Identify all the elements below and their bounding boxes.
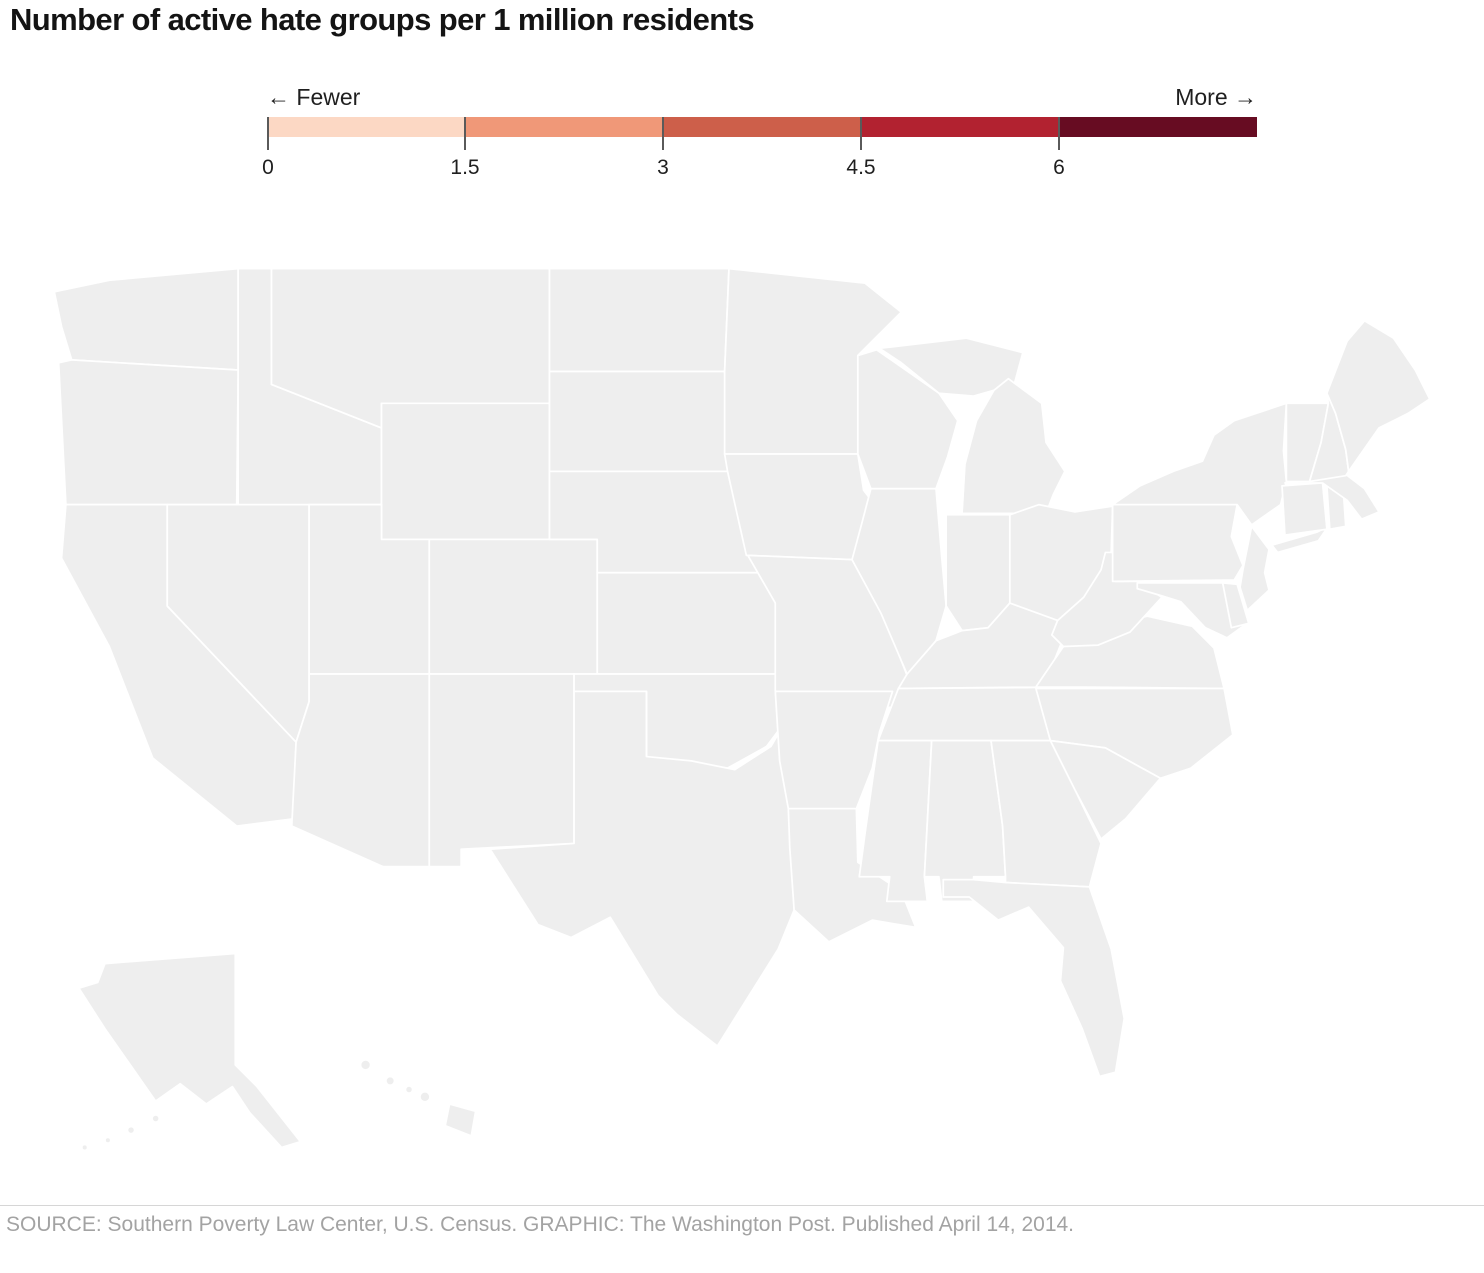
state-hawaii-island[interactable] [384, 1075, 396, 1087]
state-kansas[interactable] [596, 571, 777, 675]
state-massachusetts[interactable] [1284, 473, 1380, 521]
legend-more-label: More → [1175, 84, 1257, 110]
legend-bucket-0 [267, 117, 465, 137]
legend-tick-label: 3 [657, 156, 669, 179]
source-credit: SOURCE: Southern Poverty Law Center, U.S… [6, 1213, 1075, 1236]
state-colorado[interactable] [428, 538, 599, 675]
state-south-dakota[interactable] [548, 370, 733, 473]
legend-fewer-label: ← Fewer [267, 84, 361, 110]
state-washington[interactable] [53, 267, 240, 371]
legend-tick-1: 1.5 [450, 117, 480, 179]
legend-tick-2: 3 [657, 117, 669, 179]
state-alabama[interactable] [923, 739, 1007, 903]
state-arkansas[interactable] [774, 690, 894, 810]
legend-tick-label: 6 [1053, 156, 1065, 179]
state-florida[interactable] [942, 878, 1126, 1078]
legend: ← Fewer More → 0 1.5 3 4.5 6 [262, 84, 1257, 199]
state-new-mexico[interactable] [428, 673, 575, 868]
tick-line [464, 117, 466, 150]
state-pennsylvania[interactable] [1111, 503, 1244, 583]
state-north-dakota[interactable] [548, 267, 730, 373]
state-connecticut[interactable] [1281, 482, 1328, 536]
legend-tick-label: 4.5 [846, 156, 876, 179]
legend-tick-0: 0 [262, 117, 274, 179]
state-hawaii-island[interactable] [404, 1085, 414, 1095]
legend-bucket-4 [1059, 117, 1257, 137]
state-michigan[interactable] [961, 377, 1066, 515]
state-maine[interactable] [1326, 319, 1431, 473]
us-choropleth-map [18, 218, 1466, 1188]
tick-line [860, 117, 862, 150]
legend-bucket-3 [861, 117, 1059, 137]
state-alaska[interactable] [78, 952, 302, 1149]
state-wisconsin[interactable] [856, 348, 959, 490]
state-hawaii-island[interactable] [359, 1059, 372, 1071]
state-new-jersey[interactable] [1239, 525, 1270, 612]
legend-color-bar [267, 117, 1257, 137]
alaska-aleutian-island[interactable] [80, 1143, 89, 1152]
legend-tick-3: 4.5 [846, 117, 876, 179]
alaska-aleutian-island[interactable] [104, 1136, 112, 1144]
tick-line [662, 117, 664, 150]
state-arizona[interactable] [290, 673, 431, 868]
footer-divider [0, 1205, 1484, 1206]
tick-line [1058, 117, 1060, 150]
state-hawaii-big-island[interactable] [444, 1103, 477, 1137]
tick-line [267, 117, 269, 150]
state-louisiana[interactable] [787, 807, 917, 943]
state-delaware[interactable] [1221, 581, 1250, 629]
legend-tick-label: 1.5 [450, 156, 480, 179]
state-wyoming[interactable] [380, 402, 551, 541]
state-hawaii-island[interactable] [419, 1090, 431, 1103]
alaska-aleutian-island[interactable] [126, 1125, 136, 1135]
page-title: Number of active hate groups per 1 milli… [10, 2, 755, 37]
alaska-aleutian-island[interactable] [151, 1114, 161, 1123]
legend-bucket-2 [663, 117, 861, 137]
state-texas[interactable] [489, 690, 795, 1047]
state-new-york-long-island[interactable] [1271, 525, 1330, 554]
state-oregon[interactable] [57, 359, 240, 506]
legend-tick-4: 6 [1053, 117, 1065, 179]
state-south-carolina[interactable] [1049, 739, 1162, 840]
legend-tick-label: 0 [262, 156, 274, 179]
legend-bucket-1 [465, 117, 663, 137]
